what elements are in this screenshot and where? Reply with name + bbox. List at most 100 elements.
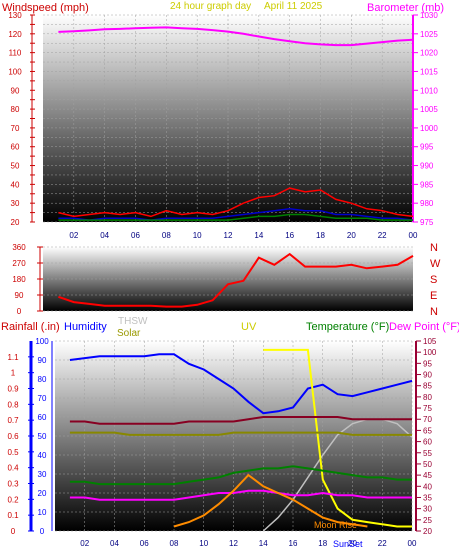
right-tick-label: 990 bbox=[420, 162, 434, 171]
humidity-tick-label: 80 bbox=[38, 375, 47, 384]
temperature-label: Temperature (°F) bbox=[306, 321, 389, 333]
bottom-gridlines bbox=[55, 340, 413, 532]
right-tick-label: 995 bbox=[420, 143, 434, 152]
temp-tick-label: 85 bbox=[423, 382, 432, 391]
x-tick-label: 20 bbox=[348, 539, 357, 548]
compass-label: W bbox=[430, 258, 441, 270]
left-tick-label: 40 bbox=[11, 180, 20, 189]
x-tick-label: 00 bbox=[408, 539, 417, 548]
rain-tick-label: 1.1 bbox=[7, 353, 19, 362]
rain-ticks: 0 0.1 0.2 0.3 0.4 0.5 0.6 0.7 0.8 0.9 1 1.1 bbox=[7, 353, 34, 536]
left-tick-label: 110 bbox=[9, 49, 22, 58]
direction-tick-label: 360 bbox=[12, 243, 26, 252]
top-gridlines bbox=[43, 14, 414, 223]
x-tick-label: 18 bbox=[318, 539, 327, 548]
series-wind-gust bbox=[58, 187, 414, 218]
series-wind-direction bbox=[58, 252, 414, 308]
x-tick-label: 22 bbox=[378, 539, 387, 548]
rain-tick-label: 0.9 bbox=[7, 385, 19, 394]
rain-tick-label: 0.6 bbox=[7, 432, 19, 441]
left-tick-label: 20 bbox=[11, 218, 20, 227]
x-tick-label: 10 bbox=[193, 231, 202, 240]
x-tick-label: 14 bbox=[259, 539, 268, 548]
right-tick-label: 1010 bbox=[420, 86, 438, 95]
header-date-label: April 11 2025 bbox=[264, 1, 323, 12]
left-tick-label: 130 bbox=[8, 11, 22, 20]
compass-label: N bbox=[430, 306, 438, 318]
humidity-tick-label: 70 bbox=[38, 394, 47, 403]
mid-series bbox=[58, 252, 414, 308]
compass-label: E bbox=[430, 290, 437, 302]
top-series bbox=[58, 26, 414, 221]
humidity-tick-label: 10 bbox=[38, 508, 47, 517]
temp-tick-label: 50 bbox=[423, 460, 432, 469]
temp-tick-label: 95 bbox=[423, 359, 432, 368]
series-uv bbox=[263, 348, 412, 528]
humidity-tick-label: 50 bbox=[38, 432, 47, 441]
temp-tick-label: 55 bbox=[423, 449, 432, 458]
x-tick-label: 02 bbox=[80, 539, 89, 548]
temp-tick-label: 75 bbox=[423, 404, 432, 413]
humidity-tick-label: 20 bbox=[38, 489, 47, 498]
series-barometer bbox=[58, 26, 414, 47]
x-tick-label: 12 bbox=[229, 539, 238, 548]
sunset-annotation: SunSet bbox=[333, 539, 363, 549]
temp-tick-label: 45 bbox=[423, 471, 432, 480]
left-tick-label: 100 bbox=[8, 67, 22, 76]
temp-tick-label: 90 bbox=[423, 371, 432, 380]
header-right-label: Barometer (mb) bbox=[367, 2, 444, 14]
right-tick-label: 1005 bbox=[420, 105, 438, 114]
right-tick-label: 1025 bbox=[420, 30, 438, 39]
humidity-tick-label: 60 bbox=[38, 413, 47, 422]
top-left-ticks: 20 30 40 50 60 70 80 90 100 110 120 130 bbox=[8, 11, 35, 227]
temp-tick-label: 40 bbox=[423, 482, 432, 491]
x-tick-label: 06 bbox=[140, 539, 149, 548]
humidity-ticks: 0 10 20 30 40 50 60 70 80 90 100 bbox=[35, 337, 49, 536]
series-wind-average bbox=[58, 208, 414, 221]
header-center-label: 24 hour graph day bbox=[170, 1, 251, 12]
direction-tick-label: 90 bbox=[15, 291, 24, 300]
temp-tick-label: 20 bbox=[423, 527, 432, 536]
mid-ticks: 0 90 180 270 360 bbox=[12, 243, 43, 316]
x-tick-label: 00 bbox=[409, 231, 418, 240]
temp-tick-label: 25 bbox=[423, 516, 432, 525]
x-tick-label: 14 bbox=[254, 231, 263, 240]
right-tick-label: 985 bbox=[420, 180, 434, 189]
uv-label: UV bbox=[241, 321, 257, 333]
temp-tick-label: 80 bbox=[423, 393, 432, 402]
solar-label: Solar bbox=[117, 328, 141, 339]
top-x-labels: 02 04 06 08 10 12 14 16 18 20 22 00 bbox=[69, 231, 418, 240]
humidity-tick-label: 40 bbox=[38, 451, 47, 460]
x-tick-label: 04 bbox=[110, 539, 119, 548]
left-tick-label: 80 bbox=[11, 105, 20, 114]
thsw-label: THSW bbox=[118, 316, 148, 327]
right-tick-label: 1015 bbox=[420, 67, 438, 76]
x-tick-label: 06 bbox=[131, 231, 140, 240]
dewpoint-label: Dew Point (°F) bbox=[389, 321, 459, 333]
temp-tick-label: 30 bbox=[423, 505, 432, 514]
compass-label: N bbox=[430, 242, 438, 254]
left-tick-label: 70 bbox=[11, 124, 20, 133]
temp-tick-label: 35 bbox=[423, 493, 432, 502]
bottom-x-labels: 02 04 06 08 10 12 14 16 18 20 22 00 bbox=[80, 539, 417, 548]
left-tick-label: 30 bbox=[11, 199, 20, 208]
humidity-tick-label: 0 bbox=[40, 527, 45, 536]
humidity-tick-label: 30 bbox=[38, 470, 47, 479]
temp-tick-label: 60 bbox=[423, 438, 432, 447]
left-tick-label: 50 bbox=[11, 162, 20, 171]
humidity-tick-label: 90 bbox=[38, 356, 47, 365]
temp-ticks: 20 25 30 35 40 45 50 55 60 65 70 75 80 85 90 95 100 105 bbox=[416, 337, 437, 536]
rain-tick-label: 0 bbox=[11, 527, 16, 536]
x-tick-label: 04 bbox=[100, 231, 109, 240]
x-tick-label: 16 bbox=[289, 539, 298, 548]
left-tick-label: 120 bbox=[8, 30, 22, 39]
left-tick-label: 60 bbox=[11, 143, 20, 152]
direction-tick-label: 270 bbox=[12, 259, 26, 268]
direction-tick-label: 0 bbox=[17, 307, 22, 316]
rain-tick-label: 1 bbox=[11, 369, 16, 378]
series-high-line bbox=[69, 416, 412, 425]
temp-tick-label: 70 bbox=[423, 415, 432, 424]
series-solar bbox=[173, 473, 368, 528]
